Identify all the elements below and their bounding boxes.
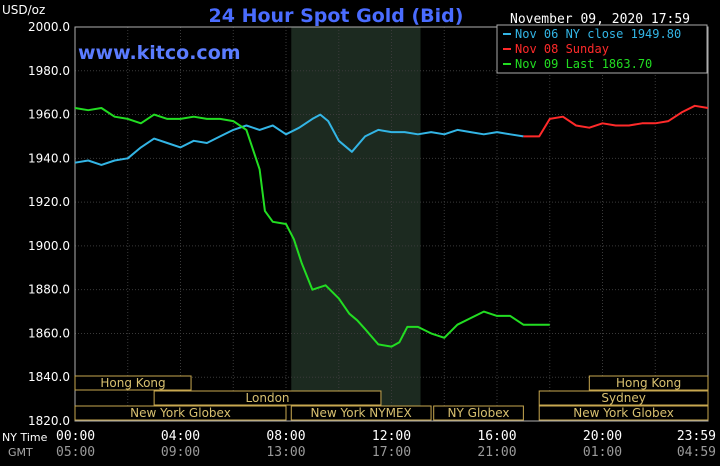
y-tick-label: 1940.0 — [28, 151, 70, 165]
y-tick-label: 1840.0 — [28, 370, 70, 384]
session-label: New York NYMEX — [311, 406, 412, 420]
gmt-tick-label: 04:59 — [677, 445, 716, 460]
session-bar — [153, 390, 382, 406]
x-tick-label: 16:00 — [477, 429, 516, 444]
y-tick-label: 1980.0 — [28, 64, 70, 78]
session-label: Hong Kong — [616, 376, 681, 390]
session-label: NY Globex — [448, 406, 510, 420]
session-hong-kong: Hong Kong — [74, 375, 192, 391]
x-tick-label: 04:00 — [161, 429, 200, 444]
y-axis-unit: USD/oz — [2, 3, 45, 17]
x-tick-label: 08:00 — [266, 429, 305, 444]
gmt-tick-label: 21:00 — [477, 445, 516, 460]
session-new-york-globex: New York Globex — [538, 405, 709, 421]
gmt-tick-label: 05:00 — [56, 445, 95, 460]
session-ny-globex: NY Globex — [433, 405, 524, 421]
gmt-tick-label: 01:00 — [583, 445, 622, 460]
session-bar — [588, 375, 709, 391]
gmt-label: GMT — [8, 446, 33, 459]
session-label: New York Globex — [130, 406, 231, 420]
legend-label: Nov 09 Last 1863.70 — [515, 57, 652, 71]
x-tick-label: 00:00 — [56, 429, 95, 444]
legend-box — [496, 24, 708, 74]
session-label: Hong Kong — [100, 376, 165, 390]
x-tick-label: 23:59 — [677, 429, 716, 444]
session-label: London — [246, 391, 290, 405]
y-tick-label: 1960.0 — [28, 108, 70, 122]
y-tick-label: 2000.0 — [28, 20, 70, 34]
y-tick-label: 1900.0 — [28, 239, 70, 253]
session-sydney: Sydney — [538, 390, 709, 406]
series-line-2 — [74, 107, 550, 348]
y-tick-label: 1820.0 — [28, 414, 70, 428]
x-tick-label: 20:00 — [583, 429, 622, 444]
trading-sessions: Hong Kong London New York Globex New York N… — [74, 375, 709, 421]
legend-label: Nov 08 Sunday — [515, 42, 609, 56]
y-tick-label: 1880.0 — [28, 283, 70, 297]
series-line-0 — [74, 113, 524, 166]
y-tick-label: 1860.0 — [28, 326, 70, 340]
session-london: London — [153, 390, 382, 406]
session-bar — [74, 375, 192, 391]
gmt-tick-label: 17:00 — [372, 445, 411, 460]
ny-time-label: NY Time — [2, 431, 48, 444]
series-line-1 — [523, 104, 709, 138]
session-bar — [433, 405, 524, 421]
session-new-york-globex: New York Globex — [74, 405, 287, 421]
plot-frame — [74, 26, 709, 422]
session-label: New York Globex — [573, 406, 674, 420]
chart-title: 24 Hour Spot Gold (Bid) — [209, 5, 464, 27]
chart-date: November 09, 2020 17:59 — [510, 12, 690, 27]
y-tick-label: 1920.0 — [28, 195, 70, 209]
session-new-york-nymex: New York NYMEX — [290, 405, 432, 421]
price-series — [74, 104, 709, 348]
session-hong-kong: Hong Kong — [588, 375, 709, 391]
gmt-tick-label: 13:00 — [266, 445, 305, 460]
session-bar — [538, 405, 709, 421]
y-axis-ticks: 1820.0 1840.0 1860.0 1880.0 1900.0 1920.0 1940… — [28, 20, 70, 428]
x-tick-label: 12:00 — [372, 429, 411, 444]
site-watermark: www.kitco.com — [78, 42, 241, 64]
session-bar — [74, 405, 287, 421]
legend-label: Nov 06 NY close 1949.80 — [515, 27, 681, 41]
session-bar — [538, 390, 709, 406]
gmt-tick-label: 09:00 — [161, 445, 200, 460]
session-label: Sydney — [601, 391, 645, 405]
session-bar — [290, 405, 432, 421]
nymex-session-shading — [291, 27, 421, 421]
